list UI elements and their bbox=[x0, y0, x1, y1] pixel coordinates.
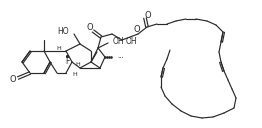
Text: O: O bbox=[10, 74, 16, 83]
Text: OH: OH bbox=[113, 38, 125, 46]
Text: ···: ··· bbox=[117, 55, 124, 61]
Text: H: H bbox=[73, 72, 77, 77]
Text: O: O bbox=[87, 24, 93, 33]
Text: OH: OH bbox=[126, 38, 138, 46]
Text: O: O bbox=[145, 10, 151, 19]
Text: H: H bbox=[76, 62, 80, 67]
Text: H: H bbox=[57, 45, 61, 51]
Text: HO: HO bbox=[57, 28, 69, 36]
Text: F: F bbox=[65, 56, 69, 66]
Text: O: O bbox=[134, 24, 140, 34]
